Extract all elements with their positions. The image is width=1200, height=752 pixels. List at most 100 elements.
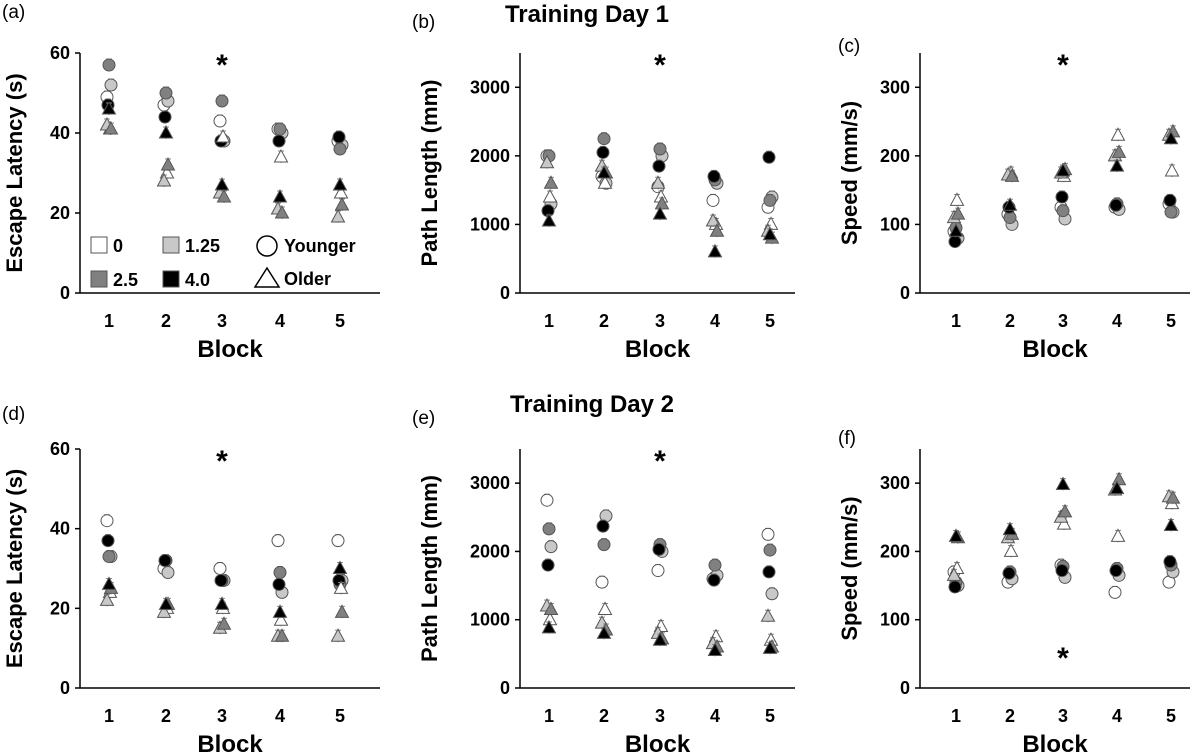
data-point-triangle (1057, 503, 1073, 518)
data-point-triangle (948, 223, 964, 237)
data-point-triangle (1004, 168, 1020, 182)
x-tick-label: 1 (951, 311, 961, 331)
data-point-triangle (216, 616, 232, 630)
x-tick-label: 4 (275, 706, 285, 726)
data-point-triangle (597, 601, 613, 615)
data-point-circle (1163, 555, 1177, 569)
x-tick-label: 2 (1005, 706, 1015, 726)
x-axis-title: Block (197, 731, 263, 752)
data-point-triangle (654, 195, 670, 210)
data-point-triangle (1163, 130, 1179, 145)
series-4-0-older (541, 164, 778, 258)
x-axis-title: Block (197, 336, 263, 363)
panel-c: (c) 0 100 200 300 1 2 3 4 5 Block Speed (mm/s) * (837, 36, 1190, 363)
series-2-5-younger (102, 58, 347, 156)
data-point-triangle (652, 632, 668, 646)
x-tick-label: 3 (1058, 706, 1068, 726)
data-marks (946, 471, 1181, 599)
significance-marker: * (1057, 642, 1069, 675)
data-point-circle (272, 577, 286, 591)
panel-b: (b) 0 1000 2000 3000 1 2 3 4 5 Block Path Length (m… (412, 12, 795, 363)
x-tick-label: 4 (710, 706, 720, 726)
y-tick-label: 20 (50, 203, 70, 223)
data-point-circle (651, 564, 665, 578)
panel-label: (b) (412, 12, 435, 33)
y-tick-label: 200 (880, 541, 910, 561)
y-axis-title: Path Length (mm) (417, 80, 442, 267)
panel-label: (c) (838, 36, 860, 57)
x-axis-title: Block (1022, 336, 1088, 363)
y-tick-label: 1000 (470, 214, 510, 234)
y-tick-label: 0 (900, 678, 910, 698)
panel-label: (a) (2, 2, 25, 23)
panel-e: (e) 0 1000 2000 3000 1 2 3 4 5 Block Path Length (m… (412, 408, 795, 752)
data-point-triangle (274, 204, 290, 219)
data-point-circle (653, 142, 667, 156)
data-point-triangle (333, 184, 349, 199)
data-point-triangle (650, 175, 666, 189)
data-point-circle (540, 493, 554, 507)
data-point-triangle (946, 567, 962, 581)
significance-marker: * (216, 445, 228, 478)
data-point-circle (708, 558, 722, 572)
data-point-circle (273, 122, 287, 136)
y-axis-title: Escape Latency (s) (2, 73, 27, 272)
data-point-circle (948, 580, 962, 594)
data-point-triangle (273, 148, 289, 163)
x-tick-label: 4 (1112, 706, 1122, 726)
legend-label: 4.0 (185, 270, 210, 290)
x-tick-label: 3 (217, 706, 227, 726)
y-tick-label: 0 (60, 678, 70, 698)
data-point-triangle (1002, 521, 1018, 536)
data-point-triangle (707, 243, 723, 258)
data-point-circle (104, 78, 118, 92)
x-tick-label: 1 (951, 706, 961, 726)
data-point-triangle (948, 528, 964, 542)
data-point-triangle (705, 212, 721, 227)
series-2-5-younger (542, 522, 777, 572)
data-point-triangle (541, 212, 557, 227)
data-point-circle (597, 538, 611, 552)
x-tick-label: 3 (655, 311, 665, 331)
data-point-circle (158, 554, 172, 568)
data-point-triangle (1110, 528, 1126, 542)
y-tick-label: 300 (880, 77, 910, 97)
data-point-circle (1164, 205, 1178, 219)
series-4-0-younger (101, 534, 346, 591)
y-tick-label: 0 (500, 283, 510, 303)
data-point-triangle (272, 604, 288, 618)
data-point-circle (763, 543, 777, 557)
x-tick-label: 2 (599, 706, 609, 726)
data-point-circle (102, 58, 116, 72)
data-point-triangle (101, 576, 117, 590)
data-point-triangle (709, 223, 725, 237)
data-point-circle (1055, 564, 1069, 578)
data-point-circle (596, 145, 610, 159)
y-tick-label: 2000 (470, 146, 510, 166)
series-4-0-younger (948, 190, 1177, 249)
data-point-triangle (1165, 490, 1181, 504)
x-tick-label: 1 (544, 706, 554, 726)
legend-label: 2.5 (113, 270, 138, 290)
x-tick-label: 4 (275, 311, 285, 331)
data-point-triangle (156, 604, 172, 618)
panel-label: (d) (2, 404, 25, 425)
data-point-circle (706, 193, 720, 207)
data-point-circle (542, 522, 556, 536)
data-point-triangle (332, 176, 348, 191)
legend-swatch-4.0 (162, 270, 180, 288)
y-tick-label: 0 (500, 678, 510, 698)
data-point-triangle (1003, 543, 1019, 557)
series-1-25-younger (104, 550, 349, 599)
panel-a: (a) 0 20 40 60 1 2 3 4 5 Block Escape Latency (s) * (2, 2, 380, 363)
data-point-triangle (214, 176, 230, 191)
legend: 0 1.25 2.5 4.0 Younger Older (90, 235, 356, 290)
data-point-triangle (160, 156, 176, 171)
x-tick-label: 2 (161, 706, 171, 726)
data-point-triangle (760, 608, 776, 622)
x-tick-label: 5 (335, 706, 345, 726)
legend-label: Older (284, 269, 331, 289)
data-point-triangle (156, 172, 172, 187)
legend-swatch-0 (90, 236, 108, 254)
